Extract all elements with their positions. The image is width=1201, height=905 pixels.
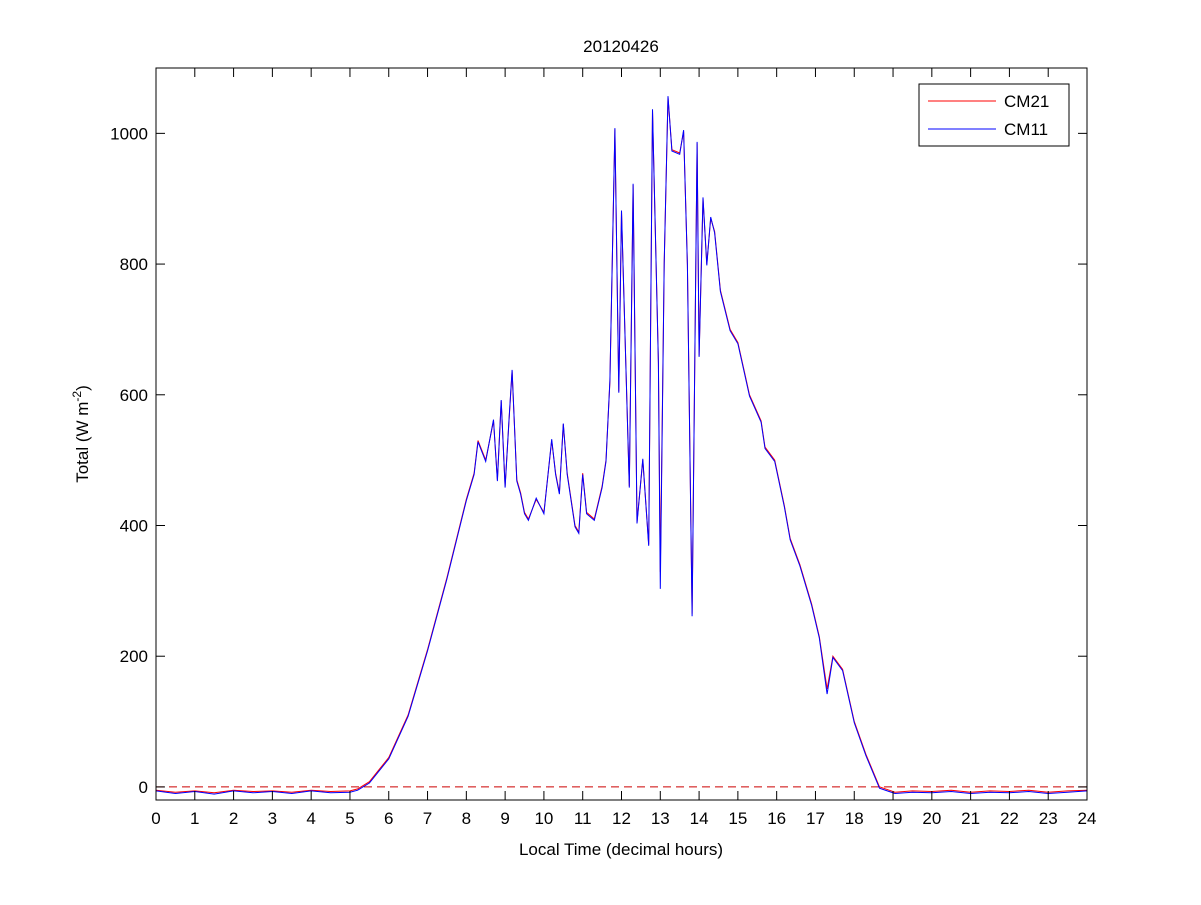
x-tick-label: 18 — [845, 809, 864, 828]
x-tick-label: 22 — [1000, 809, 1019, 828]
y-tick-label: 400 — [120, 517, 148, 536]
y-tick-label: 0 — [139, 778, 148, 797]
x-tick-label: 4 — [306, 809, 315, 828]
x-tick-label: 10 — [534, 809, 553, 828]
y-axis-label-superscript: -2 — [70, 391, 84, 402]
x-tick-label: 23 — [1039, 809, 1058, 828]
x-tick-label: 16 — [767, 809, 786, 828]
x-tick-label: 3 — [268, 809, 277, 828]
x-tick-label: 13 — [651, 809, 670, 828]
x-tick-label: 17 — [806, 809, 825, 828]
chart-title: 20120426 — [583, 37, 659, 56]
x-tick-label: 9 — [500, 809, 509, 828]
y-axis-label: Total (W m-2) — [70, 385, 92, 483]
x-tick-label: 2 — [229, 809, 238, 828]
x-tick-label: 1 — [190, 809, 199, 828]
legend-label-cm21: CM21 — [1004, 92, 1049, 111]
x-tick-label: 21 — [961, 809, 980, 828]
x-tick-label: 7 — [423, 809, 432, 828]
x-tick-label: 8 — [462, 809, 471, 828]
y-tick-label: 800 — [120, 255, 148, 274]
legend: CM21 CM11 — [918, 83, 1070, 147]
x-tick-label: 14 — [690, 809, 709, 828]
x-axis-label: Local Time (decimal hours) — [519, 840, 723, 859]
x-tick-label: 5 — [345, 809, 354, 828]
y-tick-label: 1000 — [110, 124, 148, 143]
legend-label-cm11: CM11 — [1004, 120, 1048, 139]
series-line-cm11 — [155, 96, 1088, 795]
x-tick-label: 24 — [1078, 809, 1097, 828]
plot-area — [156, 68, 1087, 800]
x-tick-label: 11 — [574, 809, 592, 828]
y-axis-label-close: ) — [73, 385, 92, 391]
y-axis-label-main: Total (W m — [73, 402, 92, 483]
x-tick-label: 0 — [151, 809, 160, 828]
y-tick-label: 600 — [120, 386, 148, 405]
x-tick-label: 6 — [384, 809, 393, 828]
y-tick-label: 200 — [120, 647, 148, 666]
x-tick-label: 20 — [922, 809, 941, 828]
legend-box — [918, 83, 1070, 147]
x-tick-label: 15 — [728, 809, 747, 828]
x-tick-label: 19 — [884, 809, 903, 828]
x-tick-label: 12 — [612, 809, 631, 828]
